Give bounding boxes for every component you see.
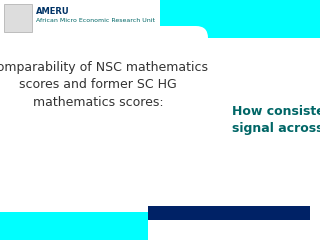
- Text: Comparability of NSC mathematics
scores and former SC HG
mathematics scores:: Comparability of NSC mathematics scores …: [0, 61, 208, 108]
- Bar: [4, 4, 32, 32]
- Bar: [148, 206, 310, 220]
- Text: AMERU: AMERU: [36, 7, 70, 16]
- Bar: [148, 0, 320, 38]
- Text: African Micro Economic Research Unit: African Micro Economic Research Unit: [36, 18, 155, 23]
- Bar: [0, 40, 148, 240]
- Text: How consistent is the
signal across time?: How consistent is the signal across time…: [232, 105, 320, 135]
- FancyBboxPatch shape: [0, 26, 208, 212]
- Bar: [0, 0, 160, 38]
